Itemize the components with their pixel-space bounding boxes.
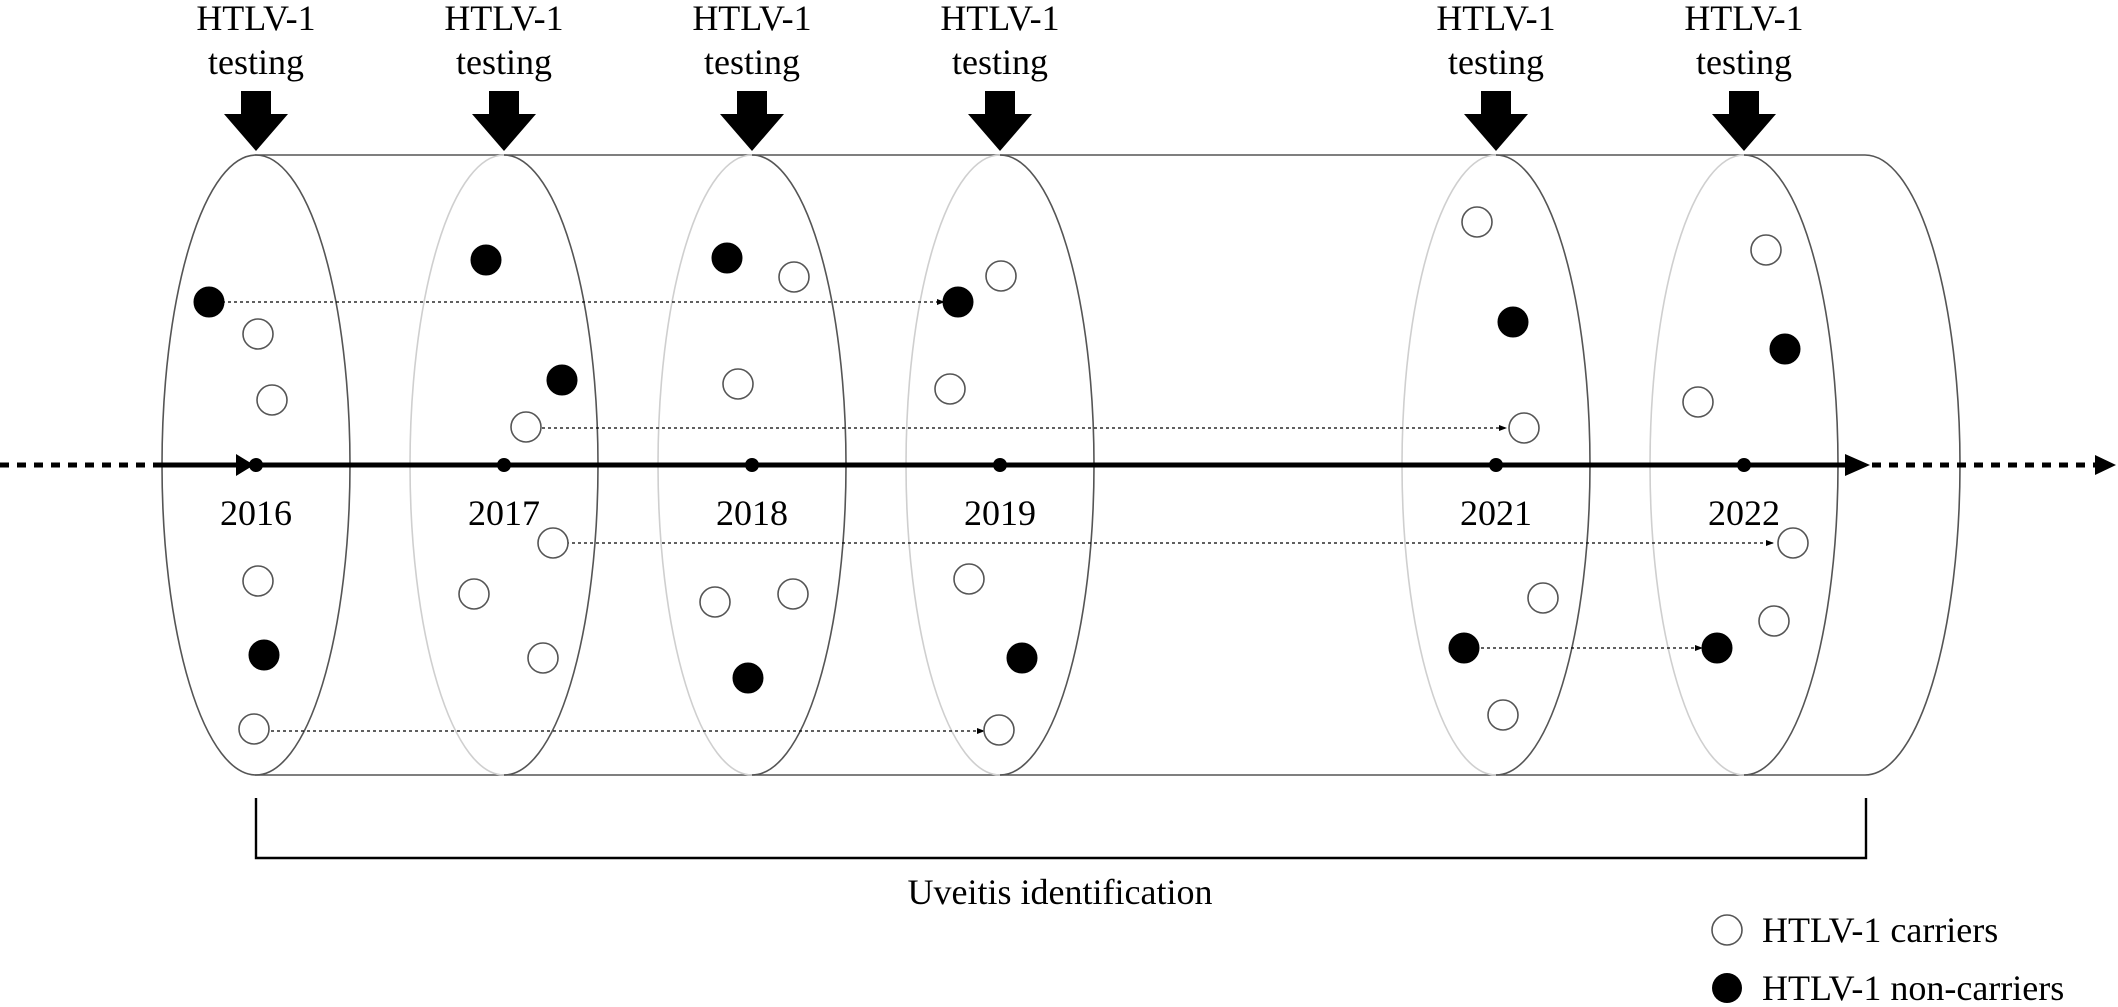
testing-label-line2: testing [456, 42, 552, 82]
carrier-open-circle-icon [510, 411, 542, 443]
testing-label-line2: testing [704, 42, 800, 82]
testing-label-line2: testing [952, 42, 1048, 82]
testing-label-line2: testing [1448, 42, 1544, 82]
timeline [0, 454, 2116, 476]
year-tick-2019 [993, 458, 1007, 472]
year-label-2018: 2018 [716, 493, 788, 533]
year-tick-2018 [745, 458, 759, 472]
non-carrier-filled-circle-icon [1701, 632, 1733, 664]
legend-non-carriers-label: HTLV-1 non-carriers [1762, 968, 2064, 1007]
carrier-open-circle-icon [1758, 605, 1790, 637]
legend: HTLV-1 carriers HTLV-1 non-carriers [1711, 910, 2064, 1007]
legend-carriers-label: HTLV-1 carriers [1762, 910, 1998, 950]
non-carrier-filled-circle-icon [732, 662, 764, 694]
non-carrier-filled-circle-icon [248, 639, 280, 671]
carrier-open-circle-icon [527, 642, 559, 674]
carrier-open-circle-icon [1527, 582, 1559, 614]
carrier-open-circle-icon [699, 586, 731, 618]
carrier-open-circle-icon [1508, 412, 1540, 444]
timeline-arrowhead [1845, 454, 1870, 476]
non-carrier-filled-circle-icon [1497, 306, 1529, 338]
carrier-open-circle-icon [256, 384, 288, 416]
carrier-open-circle-icon [722, 368, 754, 400]
testing-marker-2019: HTLV-1 testing [940, 0, 1060, 151]
testing-marker-2021: HTLV-1 testing [1436, 0, 1556, 151]
carrier-open-circle-icon [1682, 386, 1714, 418]
testing-marker-2018: HTLV-1 testing [692, 0, 812, 151]
carrier-open-circle-icon [983, 714, 1015, 746]
down-arrow-icon [968, 91, 1032, 151]
year-label-2017: 2017 [468, 493, 540, 533]
non-carrier-filled-circle-icon [193, 286, 225, 318]
carrier-open-circle-icon [777, 578, 809, 610]
carrier-open-circle-icon [458, 578, 490, 610]
non-carrier-filled-circle-icon [1448, 632, 1480, 664]
down-arrow-icon [720, 91, 784, 151]
year-label-2022: 2022 [1708, 493, 1780, 533]
testing-marker-2017: HTLV-1 testing [444, 0, 564, 151]
testing-label-line2: testing [208, 42, 304, 82]
year-tick-2016 [249, 458, 263, 472]
tracking-arrows [222, 299, 1774, 734]
non-carrier-filled-circle-icon [1006, 642, 1038, 674]
testing-label-line2: testing [1696, 42, 1792, 82]
carrier-open-circle-icon [934, 373, 966, 405]
carrier-open-circle-icon [953, 563, 985, 595]
testing-markers: HTLV-1testingHTLV-1testingHTLV-1testingH… [196, 0, 1804, 151]
legend-filled-circle-icon [1712, 973, 1742, 1003]
testing-label-line1: HTLV-1 [692, 0, 811, 38]
carrier-open-circle-icon [778, 261, 810, 293]
legend-open-circle-icon [1711, 914, 1743, 946]
participants [193, 206, 1809, 746]
non-carrier-filled-circle-icon [546, 364, 578, 396]
down-arrow-icon [1464, 91, 1528, 151]
carrier-open-circle-icon [1750, 234, 1782, 266]
year-label-2016: 2016 [220, 493, 292, 533]
testing-marker-2016: HTLV-1 testing [196, 0, 316, 151]
testing-label-line1: HTLV-1 [940, 0, 1059, 38]
year-labels: 2016 2017 2018 2019 2021 2022 [220, 493, 1780, 533]
carrier-open-circle-icon [1487, 699, 1519, 731]
year-label-2021: 2021 [1460, 493, 1532, 533]
carrier-open-circle-icon [242, 565, 274, 597]
testing-label-line1: HTLV-1 [1684, 0, 1803, 38]
non-carrier-filled-circle-icon [470, 244, 502, 276]
carrier-open-circle-icon [238, 713, 270, 745]
non-carrier-filled-circle-icon [1769, 333, 1801, 365]
year-tick-2022 [1737, 458, 1751, 472]
uveitis-bracket: Uveitis identification [254, 798, 1868, 912]
testing-label-line1: HTLV-1 [1436, 0, 1555, 38]
down-arrow-icon [224, 91, 288, 151]
timeline-dotted-arrowhead [2095, 455, 2116, 475]
carrier-open-circle-icon [1777, 527, 1809, 559]
carrier-open-circle-icon [242, 318, 274, 350]
carrier-open-circle-icon [985, 260, 1017, 292]
carrier-open-circle-icon [537, 527, 569, 559]
year-tick-2017 [497, 458, 511, 472]
testing-marker-2022: HTLV-1 testing [1684, 0, 1804, 151]
testing-label-line1: HTLV-1 [196, 0, 315, 38]
year-tick-2021 [1489, 458, 1503, 472]
down-arrow-icon [1712, 91, 1776, 151]
year-label-2019: 2019 [964, 493, 1036, 533]
timeline-start-arrowhead [236, 454, 254, 476]
non-carrier-filled-circle-icon [711, 242, 743, 274]
testing-label-line1: HTLV-1 [444, 0, 563, 38]
carrier-open-circle-icon [1461, 206, 1493, 238]
bracket-label: Uveitis identification [908, 872, 1213, 912]
non-carrier-filled-circle-icon [942, 286, 974, 318]
year-ticks [249, 458, 1751, 472]
bracket-line [254, 798, 1868, 860]
down-arrow-icon [472, 91, 536, 151]
